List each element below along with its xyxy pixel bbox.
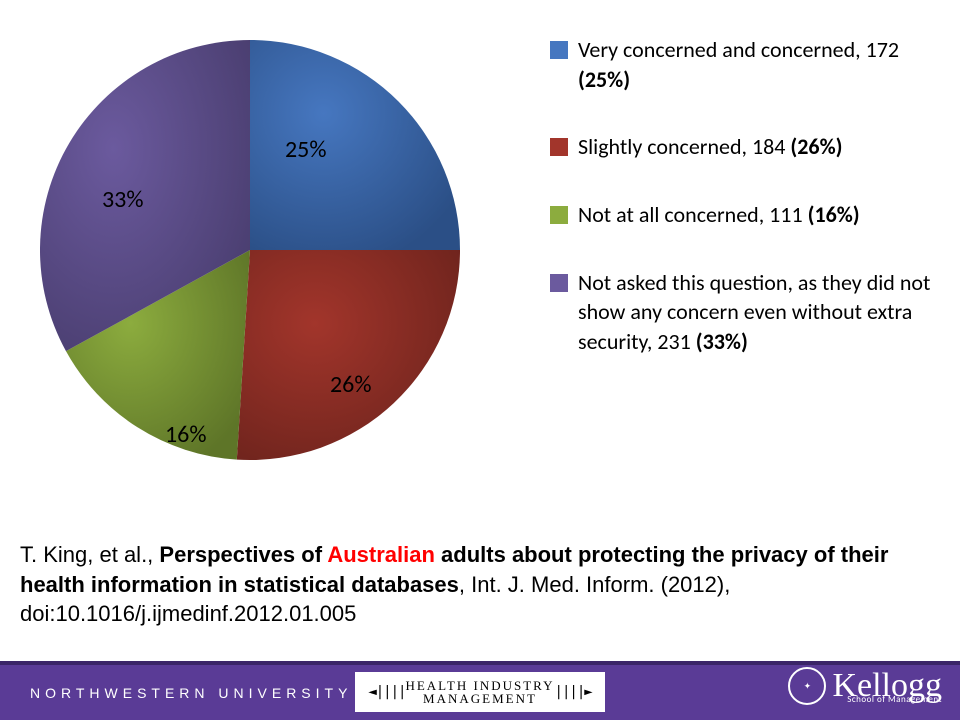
him-right-dec: ||||► bbox=[555, 684, 592, 700]
him-left-dec: ◄|||| bbox=[368, 684, 405, 700]
legend-text: Not asked this question, as they did not… bbox=[578, 268, 950, 357]
kellogg-sub: School of Management bbox=[847, 694, 942, 705]
legend: Very concerned and concerned, 172 (25%) S… bbox=[550, 35, 950, 395]
citation-pre: T. King, et al., bbox=[20, 542, 159, 567]
footer-topline bbox=[0, 661, 960, 665]
pie-slice-label: 33% bbox=[102, 185, 143, 214]
legend-swatch bbox=[550, 138, 568, 156]
pie-slice bbox=[237, 250, 460, 460]
legend-swatch bbox=[550, 206, 568, 224]
legend-item: Very concerned and concerned, 172 (25%) bbox=[550, 35, 950, 94]
him-line2: MANAGEMENT bbox=[423, 691, 537, 706]
slide: 25% 26% 16% 33% Very concerned and concerne… bbox=[0, 0, 960, 720]
health-industry-logo: ◄|||| HEALTH INDUSTRY MANAGEMENT ||||► bbox=[355, 672, 605, 712]
legend-item: Not at all concerned, 111 (16%) bbox=[550, 200, 950, 230]
legend-text: Very concerned and concerned, 172 (25%) bbox=[578, 35, 950, 94]
citation: T. King, et al., Perspectives of Austral… bbox=[20, 540, 940, 629]
legend-item: Slightly concerned, 184 (26%) bbox=[550, 132, 950, 162]
pie-slice-label: 16% bbox=[165, 420, 206, 449]
legend-swatch bbox=[550, 41, 568, 59]
legend-swatch bbox=[550, 274, 568, 292]
legend-item: Not asked this question, as they did not… bbox=[550, 268, 950, 357]
pie-chart: 25% 26% 16% 33% bbox=[30, 30, 470, 475]
pie-slice-label: 26% bbox=[330, 370, 371, 399]
citation-red: Australian bbox=[327, 542, 435, 567]
kellogg-seal-icon: ✦ bbox=[788, 667, 826, 705]
citation-bold-pre: Perspectives of bbox=[159, 542, 327, 567]
him-text: HEALTH INDUSTRY MANAGEMENT bbox=[405, 679, 554, 705]
legend-text: Not at all concerned, 111 (16%) bbox=[578, 200, 860, 230]
pie-slice bbox=[250, 40, 460, 250]
footer-bar: NORTHWESTERN UNIVERSITY ◄|||| HEALTH IND… bbox=[0, 665, 960, 720]
legend-text: Slightly concerned, 184 (26%) bbox=[578, 132, 842, 162]
northwestern-label: NORTHWESTERN UNIVERSITY bbox=[30, 685, 352, 701]
kellogg-logo: ✦ Kellogg School of Management bbox=[788, 667, 942, 705]
pie-svg bbox=[30, 30, 470, 470]
pie-slice-label: 25% bbox=[285, 135, 326, 164]
